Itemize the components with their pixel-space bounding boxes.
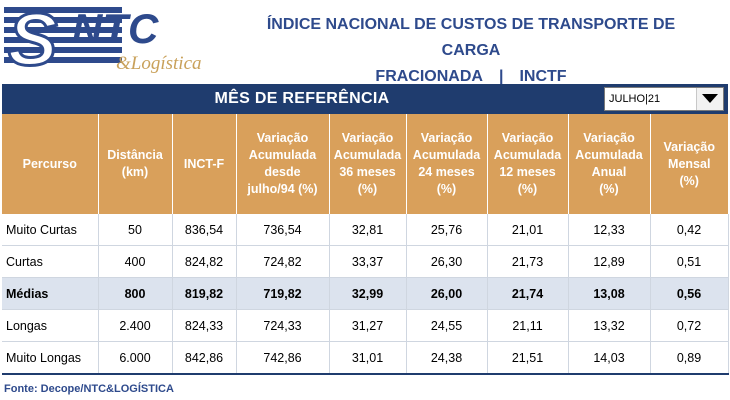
table-cell: 824,82 [172, 245, 237, 278]
reference-month-bar: MÊS DE REFERÊNCIA JULHO|21 [2, 84, 728, 114]
column-header-label: Variação Mensal (%) [663, 139, 715, 188]
row-label: Muito Longas [2, 341, 99, 375]
table-cell: 12,89 [568, 245, 651, 278]
table-cell: 0,89 [650, 341, 729, 375]
column-header: Variação Acumulada 12 meses (%) [487, 114, 569, 214]
table-cell: 21,74 [487, 277, 569, 310]
table-cell: 12,33 [568, 214, 651, 246]
table-cell: 6.000 [98, 341, 173, 375]
column-header: Variação Acumulada desde julho/94 (%) [236, 114, 330, 214]
column-header-label: Variação Acumulada 24 meses (%) [412, 131, 481, 196]
table-cell: 32,81 [329, 214, 407, 246]
table-cell: 836,54 [172, 214, 237, 246]
month-select[interactable]: JULHO|21 [604, 87, 724, 111]
table-cell: 0,42 [650, 214, 729, 246]
table-cell: 25,76 [406, 214, 488, 246]
table-cell: 24,38 [406, 341, 488, 375]
table-cell: 719,82 [236, 277, 330, 310]
row-label: Longas [2, 309, 99, 342]
table-cell: 824,33 [172, 309, 237, 342]
table-cell: 800 [98, 277, 173, 310]
reference-month-label: MÊS DE REFERÊNCIA [214, 90, 390, 107]
chevron-down-icon[interactable] [696, 88, 723, 110]
column-header-label: Percurso [22, 156, 77, 171]
ntc-logo: S NTC &Logística [4, 3, 230, 77]
column-header: Percurso [2, 114, 99, 214]
logo-logistica-text: &Logística [116, 53, 202, 74]
svg-text:S: S [8, 3, 57, 77]
index-table-panel: MÊS DE REFERÊNCIA JULHO|21 Percurso Distâ… [2, 84, 729, 375]
table-cell: 26,00 [406, 277, 488, 310]
table-cell: 736,54 [236, 214, 330, 246]
table-cell: 21,51 [487, 341, 569, 375]
column-header: Variação Acumulada Anual (%) [568, 114, 651, 214]
table-cell: 724,82 [236, 245, 330, 278]
column-header-label: Distância (km) [107, 148, 163, 179]
column-header-label: Variação Acumulada Anual (%) [575, 131, 643, 196]
column-header-label: INCT-F [183, 156, 225, 171]
table-cell: 33,37 [329, 245, 407, 278]
table-cell: 842,86 [172, 341, 237, 375]
column-header-label: Variação Acumulada 36 meses (%) [333, 131, 402, 196]
table-header-row: Percurso Distância (km) INCT-F Variação Acu… [2, 114, 728, 214]
table-cell: 31,01 [329, 341, 407, 375]
table-cell: 32,99 [329, 277, 407, 310]
title-line-1: ÍNDICE NACIONAL DE CUSTOS DE TRANSPORTE … [266, 16, 676, 59]
table-row: Médias 800 819,82 719,82 32,99 26,00 21,74 13,0… [2, 277, 729, 310]
row-label: Muito Curtas [2, 214, 99, 246]
column-header: Variação Acumulada 36 meses (%) [329, 114, 407, 214]
table-cell: 0,72 [650, 309, 729, 342]
table-cell: 21,01 [487, 214, 569, 246]
inctf-table: Percurso Distância (km) INCT-F Variação Acu… [2, 114, 729, 375]
table-cell: 13,32 [568, 309, 651, 342]
table-cell: 400 [98, 245, 173, 278]
column-header: Variação Acumulada 24 meses (%) [406, 114, 488, 214]
table-cell: 21,11 [487, 309, 569, 342]
table-cell: 742,86 [236, 341, 330, 375]
column-header: INCT-F [172, 114, 237, 214]
row-label: Curtas [2, 245, 99, 278]
table-cell: 0,56 [650, 277, 729, 310]
table-cell: 24,55 [406, 309, 488, 342]
title-fracionada: FRACIONADA [375, 68, 483, 85]
table-row: Longas 2.400 824,33 724,33 31,27 24,55 21,11 13… [2, 309, 729, 342]
table-cell: 724,33 [236, 309, 330, 342]
source-note: Fonte: Decope/NTC&LOGÍSTICA [4, 383, 174, 395]
logo-ntc-text: NTC [72, 5, 159, 52]
table-cell: 14,03 [568, 341, 651, 375]
column-header-label: Variação Acumulada desde julho/94 (%) [247, 131, 318, 196]
column-header: Variação Mensal (%) [650, 114, 728, 214]
column-header-label: Variação Acumulada 12 meses (%) [493, 131, 562, 196]
table-row: Muito Curtas 50 836,54 736,54 32,81 25,76 21,0… [2, 214, 729, 246]
table-cell: 26,30 [406, 245, 488, 278]
column-header: Distância (km) [98, 114, 173, 214]
title-inctf: INCTF [519, 68, 567, 85]
table-row: Muito Longas 6.000 842,86 742,86 31,01 24,38 2… [2, 341, 729, 375]
table-cell: 0,51 [650, 245, 729, 278]
table-row: Curtas 400 824,82 724,82 33,37 26,30 21,73 12,8… [2, 245, 729, 278]
table-cell: 31,27 [329, 309, 407, 342]
table-cell: 50 [98, 214, 173, 246]
table-cell: 2.400 [98, 309, 173, 342]
page-title: ÍNDICE NACIONAL DE CUSTOS DE TRANSPORTE … [236, 12, 706, 90]
title-separator: | [498, 68, 504, 85]
table-cell: 819,82 [172, 277, 237, 310]
month-select-value: JULHO|21 [609, 93, 661, 105]
page-header: S NTC &Logística ÍNDICE NACIONAL DE CUST… [0, 0, 730, 85]
row-label: Médias [2, 277, 99, 310]
table-cell: 13,08 [568, 277, 651, 310]
table-cell: 21,73 [487, 245, 569, 278]
